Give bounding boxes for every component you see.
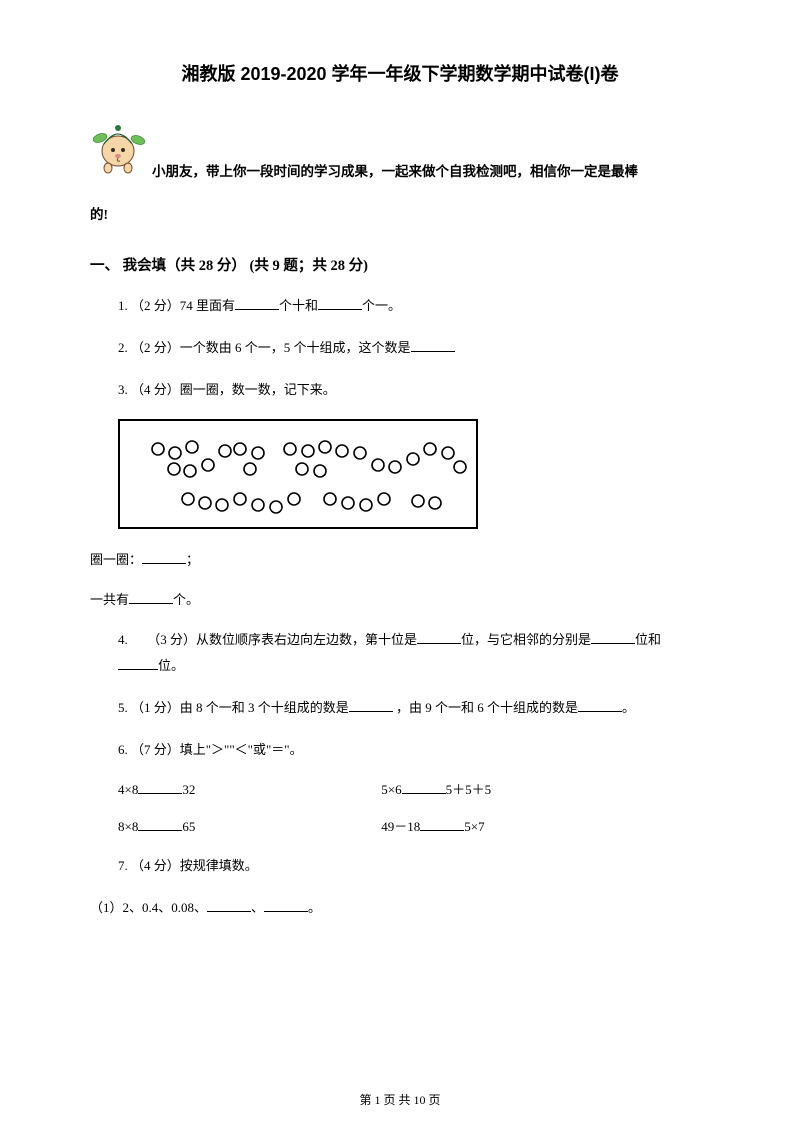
q3b-prefix: 一共有 xyxy=(90,592,129,607)
question-5: 5. （1 分）由 8 个一和 3 个十组成的数是 ，由 9 个一和 6 个十组… xyxy=(90,695,710,721)
q7-seq-sep: 、 xyxy=(251,900,264,915)
q5-blank-2[interactable] xyxy=(578,699,622,712)
q4-blank-3[interactable] xyxy=(118,657,158,670)
q7-blank-1[interactable] xyxy=(207,899,251,912)
intro-line-2: 的! xyxy=(90,197,710,232)
q6-r1b-right: 5＋5＋5 xyxy=(446,782,492,797)
q4-blank-1[interactable] xyxy=(417,631,461,644)
q6-row-2: 8×8 65 49－18 5×7 xyxy=(90,816,710,835)
q6-r2a-right: 65 xyxy=(182,819,195,834)
q4-mid2: 位和 xyxy=(635,632,661,647)
mascot-icon xyxy=(90,116,150,176)
q7-blank-2[interactable] xyxy=(264,899,308,912)
question-4: 4. （3 分）从数位顺序表右边向左边数，第十位是 位，与它相邻的分别是 位和位。 xyxy=(90,627,710,679)
q3-line-a: 圈一圈： ； xyxy=(90,547,710,573)
q6-row-1: 4×8 32 5×6 5＋5＋5 xyxy=(90,779,710,798)
question-6: 6. （7 分）填上"＞""＜"或"＝"。 xyxy=(90,737,710,763)
q7-seq-prefix: （1）2、0.4、0.08、 xyxy=(90,900,207,915)
q3b-blank[interactable] xyxy=(129,591,173,604)
q6-r1a-blank[interactable] xyxy=(138,781,182,794)
q6-r2a-left: 8×8 xyxy=(118,819,138,834)
q6-r2b-right: 5×7 xyxy=(464,819,484,834)
q4-prefix: 4. （3 分）从数位顺序表右边向左边数，第十位是 xyxy=(90,632,417,647)
q4-blank-2[interactable] xyxy=(591,631,635,644)
q6-r1b-blank[interactable] xyxy=(402,781,446,794)
q2-prefix: 2. （2 分）一个数由 6 个一，5 个十组成，这个数是 xyxy=(118,340,411,355)
intro-row: 小朋友，带上你一段时间的学习成果，一起来做个自我检测吧，相信你一定是最棒 xyxy=(90,116,710,189)
q6-r2b-blank[interactable] xyxy=(420,818,464,831)
question-1: 1. （2 分）74 里面有 个十和 个一。 xyxy=(90,293,710,319)
q6-r1a-left: 4×8 xyxy=(118,782,138,797)
intro-line-1: 小朋友，带上你一段时间的学习成果，一起来做个自我检测吧，相信你一定是最棒 xyxy=(152,116,638,189)
q5-suffix: 。 xyxy=(622,700,635,715)
q7-sequence: （1）2、0.4、0.08、 、 。 xyxy=(90,895,710,921)
question-2: 2. （2 分）一个数由 6 个一，5 个十组成，这个数是 xyxy=(90,335,710,361)
q3b-suffix: 个。 xyxy=(173,592,199,607)
section-1-heading: 一、 我会填（共 28 分） (共 9 题；共 28 分) xyxy=(90,254,710,275)
q3a-prefix: 圈一圈： xyxy=(90,552,142,567)
circles-figure xyxy=(118,419,478,529)
intro-text: 小朋友，带上你一段时间的学习成果，一起来做个自我检测吧，相信你一定是最棒 xyxy=(152,116,638,189)
q1-prefix: 1. （2 分）74 里面有 xyxy=(118,298,235,313)
q1-blank-1[interactable] xyxy=(235,297,279,310)
q3-line-b: 一共有 个。 xyxy=(90,587,710,613)
q5-blank-1[interactable] xyxy=(349,699,393,712)
page-footer: 第 1 页 共 10 页 xyxy=(0,1091,800,1108)
question-7: 7. （4 分）按规律填数。 xyxy=(90,853,710,879)
q5-mid: ，由 9 个一和 6 个十组成的数是 xyxy=(393,700,578,715)
q1-blank-2[interactable] xyxy=(318,297,362,310)
q6-r1b-left: 5×6 xyxy=(381,782,401,797)
q7-seq-suffix: 。 xyxy=(308,900,321,915)
question-3: 3. （4 分）圈一圈，数一数，记下来。 xyxy=(90,377,710,403)
q4-mid1: 位，与它相邻的分别是 xyxy=(461,632,591,647)
q5-prefix: 5. （1 分）由 8 个一和 3 个十组成的数是 xyxy=(118,700,349,715)
q6-r1a-right: 32 xyxy=(182,782,195,797)
q6-r2a-blank[interactable] xyxy=(138,818,182,831)
q3a-blank[interactable] xyxy=(142,551,186,564)
q1-mid: 个十和 xyxy=(279,298,318,313)
q4-suffix: 位。 xyxy=(158,658,184,673)
page-title: 湘教版 2019-2020 学年一年级下学期数学期中试卷(I)卷 xyxy=(90,60,710,86)
q3a-suffix: ； xyxy=(186,552,199,567)
q2-blank-1[interactable] xyxy=(411,339,455,352)
q1-suffix: 个一。 xyxy=(362,298,401,313)
q6-r2b-left: 49－18 xyxy=(381,819,420,834)
